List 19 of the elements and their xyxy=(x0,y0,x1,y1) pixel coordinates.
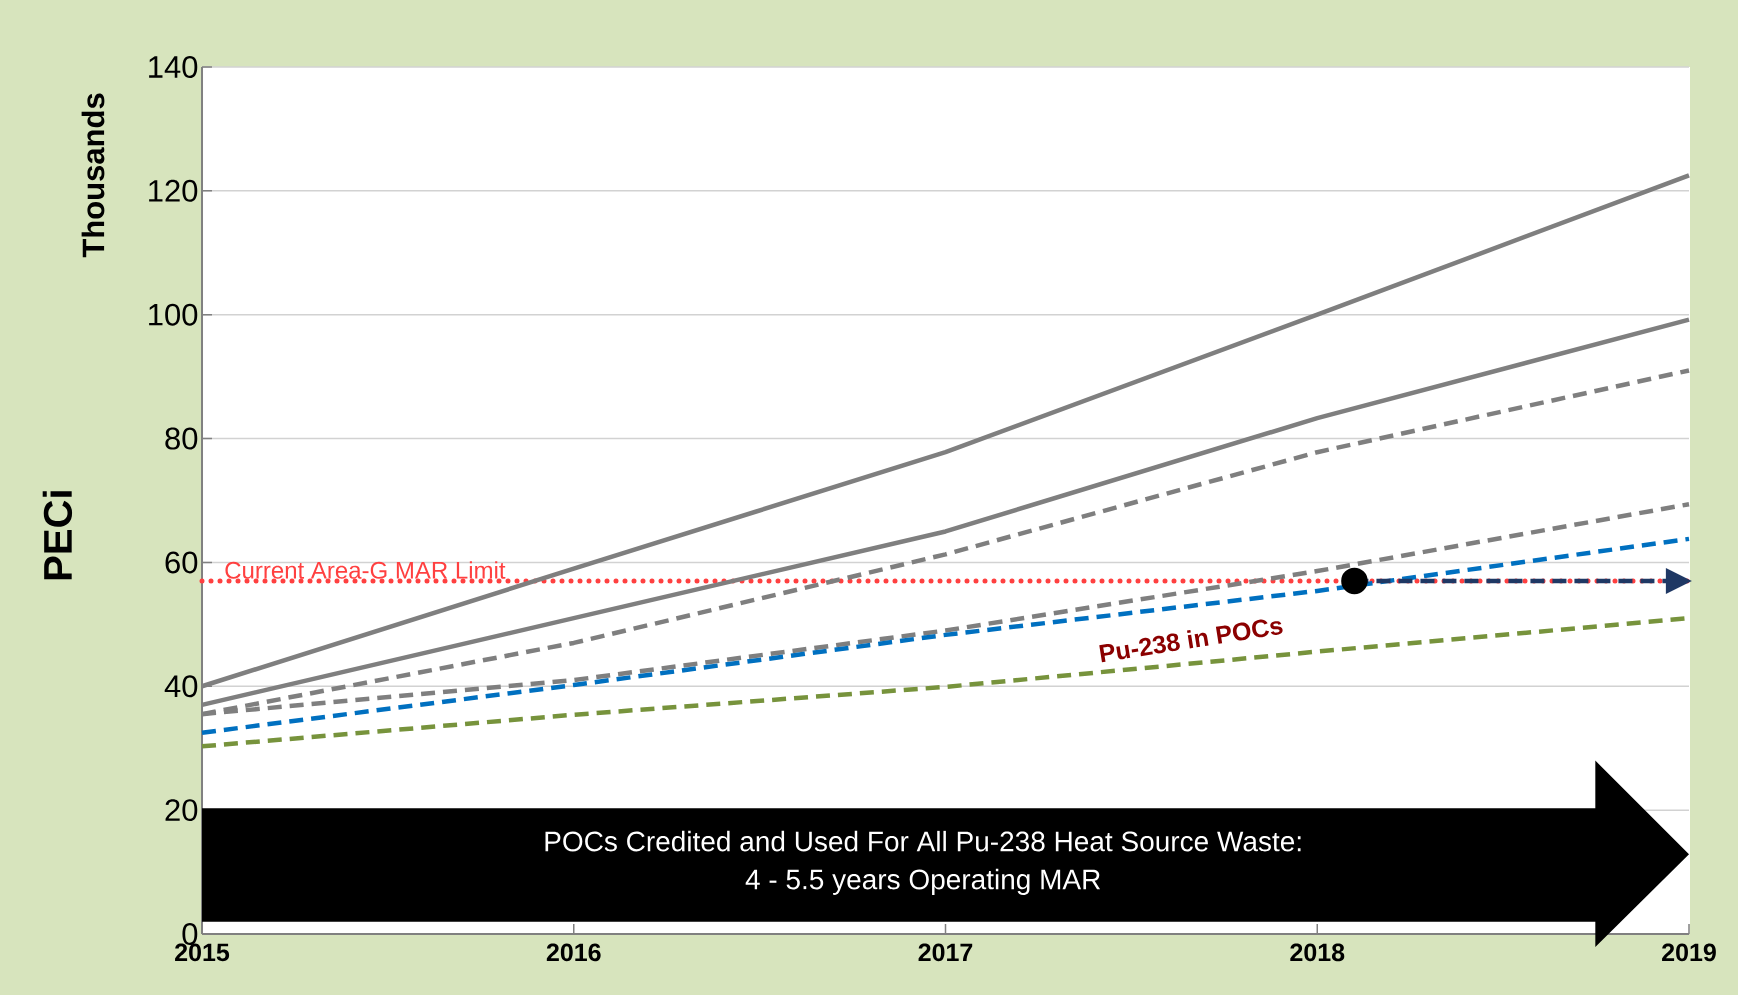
annotation: POCs Credited and Used For All Pu-238 Heat Source Waste: xyxy=(545,830,1301,852)
y-tick-label: 0 xyxy=(182,923,198,945)
annotation: 4 - 5.5 years Operating MAR xyxy=(745,868,1101,895)
y-tick-label: 80 xyxy=(165,427,198,450)
x-tick-label: 2019 xyxy=(1662,943,1716,962)
y-tick-label: 20 xyxy=(165,799,198,822)
y-tick-label: 60 xyxy=(165,551,198,574)
y-tick-label: 40 xyxy=(164,675,198,698)
ref-line-label: Current Area-G MAR Limit xyxy=(225,561,506,579)
x-tick-label: 2016 xyxy=(546,943,601,962)
y-tick-label: 120 xyxy=(149,179,198,202)
x-tick-label: 2017 xyxy=(918,943,973,962)
y-axis-title: PECi xyxy=(42,491,73,580)
annotation: Pu-238 in POCs xyxy=(1099,619,1283,663)
x-tick-label: 2018 xyxy=(1290,943,1345,962)
y-tick-label: 140 xyxy=(149,56,198,78)
x-tick-label: 2015 xyxy=(175,943,230,962)
text: Thousands xyxy=(81,93,105,258)
y-tick-label: 100 xyxy=(149,303,198,326)
